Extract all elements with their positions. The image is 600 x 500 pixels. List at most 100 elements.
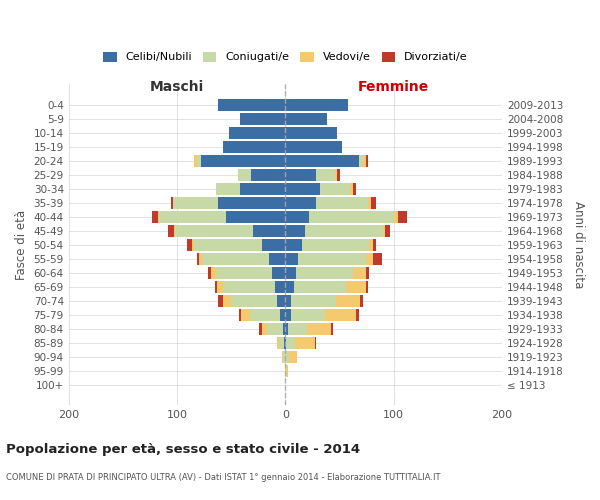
Bar <box>223 281 275 292</box>
Bar <box>296 267 353 278</box>
Bar <box>229 127 286 138</box>
Bar <box>286 337 295 348</box>
Bar <box>262 323 267 334</box>
Bar <box>279 337 284 348</box>
Bar <box>194 155 197 166</box>
Bar <box>215 281 217 292</box>
Bar <box>277 295 286 306</box>
Bar <box>286 99 348 110</box>
Bar <box>174 225 175 236</box>
Bar <box>251 169 286 180</box>
Bar <box>316 197 368 208</box>
Y-axis label: Anni di nascita: Anni di nascita <box>572 201 585 288</box>
Bar <box>286 323 287 334</box>
Bar <box>383 225 385 236</box>
Bar <box>272 267 286 278</box>
Bar <box>201 155 286 166</box>
Bar <box>286 127 337 138</box>
Bar <box>286 225 305 236</box>
Bar <box>217 281 223 292</box>
Bar <box>320 183 350 194</box>
Bar <box>364 155 365 166</box>
Bar <box>307 323 331 334</box>
Bar <box>353 183 356 194</box>
Bar <box>373 239 376 250</box>
Bar <box>253 225 286 236</box>
Bar <box>199 253 202 264</box>
Bar <box>295 337 314 348</box>
Bar <box>169 225 174 236</box>
Bar <box>262 239 286 250</box>
Bar <box>365 281 368 292</box>
Bar <box>325 309 356 320</box>
Bar <box>286 239 302 250</box>
Bar <box>284 337 286 348</box>
Bar <box>298 253 365 264</box>
Bar <box>250 309 280 320</box>
Bar <box>223 295 231 306</box>
Bar <box>208 267 211 278</box>
Bar <box>218 197 286 208</box>
Bar <box>286 211 309 222</box>
Text: Femmine: Femmine <box>358 80 430 94</box>
Bar <box>269 253 286 264</box>
Text: Popolazione per età, sesso e stato civile - 2014: Popolazione per età, sesso e stato civil… <box>6 442 360 456</box>
Bar <box>240 183 286 194</box>
Bar <box>202 253 269 264</box>
Bar <box>238 169 251 180</box>
Bar <box>175 225 253 236</box>
Bar <box>223 141 286 152</box>
Bar <box>170 197 173 208</box>
Text: Maschi: Maschi <box>150 80 204 94</box>
Bar <box>275 281 286 292</box>
Bar <box>231 295 277 306</box>
Bar <box>365 267 369 278</box>
Bar <box>346 281 365 292</box>
Bar <box>197 253 199 264</box>
Bar <box>360 295 364 306</box>
Bar <box>369 239 373 250</box>
Bar <box>335 169 337 180</box>
Bar <box>359 155 364 166</box>
Bar <box>291 295 336 306</box>
Bar <box>371 197 376 208</box>
Text: COMUNE DI PRATA DI PRINCIPATO ULTRA (AV) - Dati ISTAT 1° gennaio 2014 - Elaboraz: COMUNE DI PRATA DI PRINCIPATO ULTRA (AV)… <box>6 472 440 482</box>
Bar <box>314 337 316 348</box>
Bar <box>286 351 289 362</box>
Bar <box>239 309 241 320</box>
Bar <box>218 295 223 306</box>
Bar <box>337 169 340 180</box>
Bar <box>216 267 272 278</box>
Bar <box>286 295 291 306</box>
Bar <box>286 169 316 180</box>
Bar <box>394 211 398 222</box>
Bar <box>240 113 286 124</box>
Bar <box>211 267 216 278</box>
Bar <box>316 169 335 180</box>
Bar <box>365 253 373 264</box>
Bar <box>286 281 294 292</box>
Bar <box>267 323 283 334</box>
Bar <box>336 295 360 306</box>
Bar <box>385 225 391 236</box>
Bar <box>350 183 353 194</box>
Bar <box>282 351 283 362</box>
Bar <box>152 211 158 222</box>
Bar <box>368 197 371 208</box>
Bar <box>286 309 291 320</box>
Bar <box>173 197 218 208</box>
Bar <box>283 351 286 362</box>
Bar <box>241 309 250 320</box>
Bar <box>294 281 346 292</box>
Bar <box>286 267 296 278</box>
Bar <box>309 211 394 222</box>
Bar <box>283 323 286 334</box>
Bar <box>287 323 307 334</box>
Bar <box>365 155 368 166</box>
Bar <box>192 239 194 250</box>
Bar <box>331 323 333 334</box>
Bar <box>305 225 383 236</box>
Bar <box>218 99 286 110</box>
Y-axis label: Fasce di età: Fasce di età <box>15 210 28 280</box>
Bar <box>216 183 240 194</box>
